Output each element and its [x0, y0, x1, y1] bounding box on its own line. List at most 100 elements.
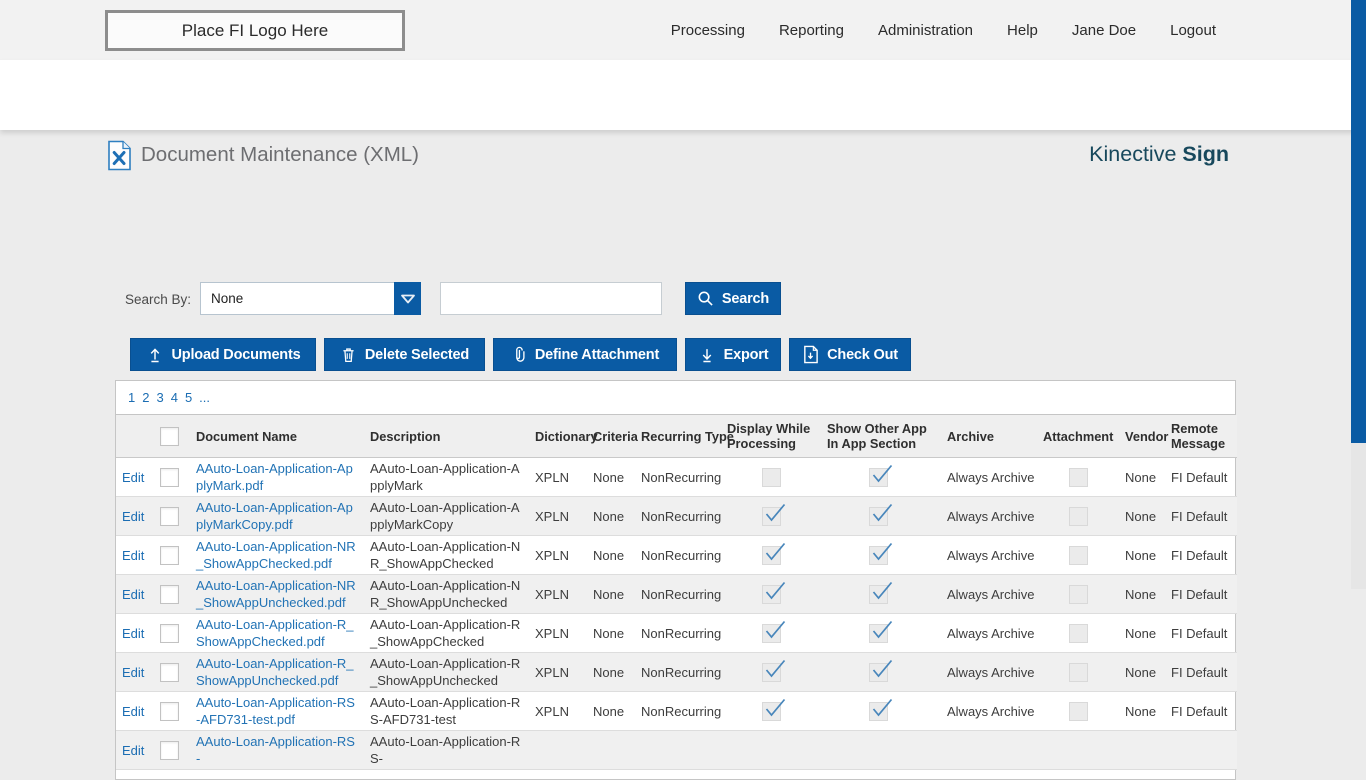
- define-attachment-button[interactable]: Define Attachment: [493, 338, 677, 371]
- table-row: Edit AAuto-Loan-Application-R_ShowAppUnch…: [116, 652, 1237, 692]
- remote-message-cell: FI Default: [1165, 613, 1237, 653]
- criteria-cell: None: [587, 535, 635, 575]
- archive-cell: Always Archive: [935, 535, 1037, 575]
- nav-item-administration[interactable]: Administration: [877, 21, 974, 39]
- search-input[interactable]: [440, 282, 662, 315]
- header-select-all: [154, 415, 190, 458]
- export-button[interactable]: Export: [685, 338, 781, 371]
- document-name-link[interactable]: AAuto-Loan-Application-NR_ShowAppChecked…: [196, 539, 356, 571]
- page-link[interactable]: 5: [184, 390, 193, 405]
- show-other-app-cell: [821, 652, 935, 692]
- attachment-cell: [1037, 574, 1119, 614]
- row-checkbox[interactable]: [160, 623, 179, 643]
- description-cell: AAuto-Loan-Application-R_ShowAppChecked: [364, 613, 529, 653]
- delete-selected-button[interactable]: Delete Selected: [324, 338, 485, 371]
- table-row: Edit AAuto-Loan-Application-RS-AFD731-tes…: [116, 691, 1237, 731]
- vendor-cell: None: [1119, 535, 1165, 575]
- document-name-link[interactable]: AAuto-Loan-Application-ApplyMarkCopy.pdf: [196, 500, 353, 532]
- search-button[interactable]: Search: [685, 282, 781, 315]
- document-name-link[interactable]: AAuto-Loan-Application-R_ShowAppChecked.…: [196, 617, 354, 649]
- page-link[interactable]: 2: [142, 390, 150, 405]
- nav-item-reporting[interactable]: Reporting: [778, 21, 844, 39]
- edit-link[interactable]: Edit: [122, 469, 145, 485]
- header-recurring-type: Recurring Type: [635, 415, 734, 458]
- row-checkbox[interactable]: [160, 506, 179, 526]
- upload-documents-button[interactable]: Upload Documents: [130, 338, 316, 371]
- edit-link[interactable]: Edit: [122, 508, 145, 524]
- show-other-app-checked-indicator: [868, 659, 892, 682]
- remote-message-cell: FI Default: [1165, 574, 1237, 614]
- nav-item-processing[interactable]: Processing: [670, 21, 745, 39]
- document-name-cell: AAuto-Loan-Application-ApplyMark.pdf: [190, 457, 364, 497]
- description-cell: AAuto-Loan-Application-RS-: [364, 730, 529, 770]
- pagination: 1 2 3 4 5...: [116, 381, 1235, 415]
- row-checkbox[interactable]: [160, 662, 179, 682]
- document-name-cell: AAuto-Loan-Application-RS-AFD731-test.pd…: [190, 691, 364, 731]
- table-header-row: Document Name Description Dictionary Cri…: [116, 415, 1237, 458]
- edit-link[interactable]: Edit: [122, 547, 145, 563]
- nav-item-jane-doe[interactable]: Jane Doe: [1071, 21, 1137, 39]
- document-name-link[interactable]: AAuto-Loan-Application-RS-: [196, 734, 355, 766]
- page-link[interactable]: 1: [128, 390, 136, 405]
- show-other-app-cell: [821, 691, 935, 731]
- check-out-button[interactable]: Check Out: [789, 338, 911, 371]
- description-cell: AAuto-Loan-Application-NR_ShowAppChecked: [364, 535, 529, 575]
- define-attachment-label: Define Attachment: [534, 346, 660, 363]
- page-link[interactable]: 4: [170, 390, 178, 405]
- edit-cell: Edit: [116, 574, 154, 614]
- document-name-cell: AAuto-Loan-Application-R_ShowAppUnchecke…: [190, 652, 364, 692]
- display-while-processing-checked-indicator: [761, 581, 785, 604]
- remote-message-cell: [1165, 730, 1237, 770]
- description-cell: AAuto-Loan-Application-NR_ShowAppUncheck…: [364, 574, 529, 614]
- show-other-app-checked-indicator: [868, 698, 892, 721]
- attachment-unchecked-indicator: [1068, 506, 1088, 526]
- edit-link[interactable]: Edit: [122, 703, 145, 719]
- content-area: Search By: None Search Upload Documents: [0, 130, 1366, 780]
- row-checkbox[interactable]: [160, 701, 179, 721]
- document-name-link[interactable]: AAuto-Loan-Application-RS-AFD731-test.pd…: [196, 695, 355, 727]
- trash-icon: [340, 346, 357, 364]
- vendor-cell: None: [1119, 613, 1165, 653]
- header-remote-message: Remote Message: [1165, 415, 1237, 458]
- description-cell: AAuto-Loan-Application-ApplyMarkCopy: [364, 496, 529, 536]
- table-row: Edit AAuto-Loan-Application-R_ShowAppChec…: [116, 613, 1237, 653]
- edit-link[interactable]: Edit: [122, 664, 145, 680]
- row-checkbox[interactable]: [160, 584, 179, 604]
- attachment-cell: [1037, 691, 1119, 731]
- criteria-cell: None: [587, 652, 635, 692]
- document-name-cell: AAuto-Loan-Application-R_ShowAppChecked.…: [190, 613, 364, 653]
- search-by-label: Search By:: [125, 292, 192, 307]
- check-out-label: Check Out: [827, 346, 898, 363]
- vertical-scrollbar[interactable]: [1351, 0, 1366, 589]
- page-link[interactable]: 3: [156, 390, 164, 405]
- recurring-type-cell: NonRecurring: [635, 457, 721, 497]
- document-name-link[interactable]: AAuto-Loan-Application-NR_ShowAppUncheck…: [196, 578, 356, 610]
- table-row: Edit AAuto-Loan-Application-ApplyMark.pdf…: [116, 457, 1237, 497]
- vendor-cell: None: [1119, 652, 1165, 692]
- row-checkbox[interactable]: [160, 467, 179, 487]
- display-while-processing-checked-indicator: [761, 620, 785, 643]
- nav-item-logout[interactable]: Logout: [1170, 21, 1216, 39]
- search-by-select[interactable]: None: [200, 282, 421, 315]
- edit-cell: Edit: [116, 691, 154, 731]
- document-name-link[interactable]: AAuto-Loan-Application-ApplyMark.pdf: [196, 461, 353, 493]
- attachment-unchecked-indicator: [1068, 584, 1088, 604]
- document-name-link[interactable]: AAuto-Loan-Application-R_ShowAppUnchecke…: [196, 656, 354, 688]
- scrollbar-thumb[interactable]: [1351, 0, 1366, 443]
- chevron-down-icon[interactable]: [394, 282, 421, 315]
- edit-link[interactable]: Edit: [122, 742, 145, 758]
- row-checkbox[interactable]: [160, 740, 179, 760]
- row-checkbox[interactable]: [160, 545, 179, 565]
- page-link[interactable]: ...: [199, 390, 211, 405]
- edit-cell: Edit: [116, 652, 154, 692]
- nav-item-help[interactable]: Help: [1007, 21, 1038, 39]
- select-all-checkbox[interactable]: [160, 426, 179, 446]
- archive-cell: Always Archive: [935, 613, 1037, 653]
- criteria-cell: None: [587, 496, 635, 536]
- header-criteria: Criteria: [587, 415, 638, 458]
- archive-cell: Always Archive: [935, 496, 1037, 536]
- header-attachment: Attachment: [1037, 415, 1119, 458]
- edit-link[interactable]: Edit: [122, 625, 145, 641]
- display-while-processing-cell: [721, 457, 821, 497]
- document-name-cell: AAuto-Loan-Application-NR_ShowAppChecked…: [190, 535, 364, 575]
